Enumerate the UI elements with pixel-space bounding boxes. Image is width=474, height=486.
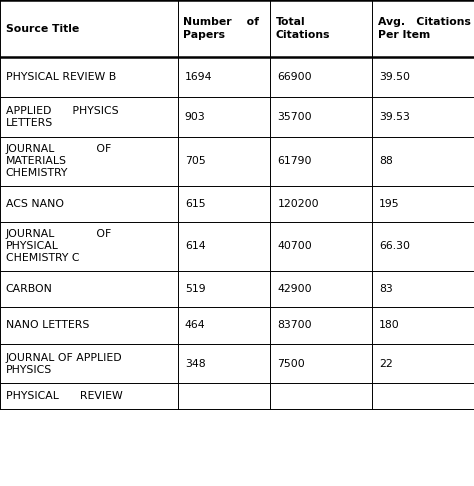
Text: 22: 22 (379, 359, 393, 368)
Text: 348: 348 (185, 359, 206, 368)
Text: ACS NANO: ACS NANO (6, 199, 64, 209)
Text: 40700: 40700 (277, 242, 312, 251)
Text: Total
Citations: Total Citations (276, 17, 330, 40)
Text: 42900: 42900 (277, 284, 312, 294)
Text: Source Title: Source Title (6, 24, 79, 34)
Text: Avg.   Citations
Per Item: Avg. Citations Per Item (378, 17, 471, 40)
Text: PHYSICAL REVIEW B: PHYSICAL REVIEW B (6, 72, 116, 82)
Text: APPLIED      PHYSICS
LETTERS: APPLIED PHYSICS LETTERS (6, 106, 118, 128)
Text: CARBON: CARBON (6, 284, 53, 294)
Text: 1694: 1694 (185, 72, 212, 82)
Text: JOURNAL            OF
PHYSICAL
CHEMISTRY C: JOURNAL OF PHYSICAL CHEMISTRY C (6, 229, 112, 263)
Text: JOURNAL OF APPLIED
PHYSICS: JOURNAL OF APPLIED PHYSICS (6, 352, 122, 375)
Text: 35700: 35700 (277, 112, 312, 122)
Text: 464: 464 (185, 320, 206, 330)
Text: 66900: 66900 (277, 72, 312, 82)
Text: 39.50: 39.50 (379, 72, 410, 82)
Text: 7500: 7500 (277, 359, 305, 368)
Text: Number    of
Papers: Number of Papers (183, 17, 259, 40)
Text: 83: 83 (379, 284, 393, 294)
Text: 615: 615 (185, 199, 206, 209)
Text: 61790: 61790 (277, 156, 312, 166)
Text: 120200: 120200 (277, 199, 319, 209)
Text: 519: 519 (185, 284, 206, 294)
Text: 903: 903 (185, 112, 206, 122)
Text: 39.53: 39.53 (379, 112, 410, 122)
Text: 705: 705 (185, 156, 206, 166)
Text: 614: 614 (185, 242, 206, 251)
Text: JOURNAL            OF
MATERIALS
CHEMISTRY: JOURNAL OF MATERIALS CHEMISTRY (6, 144, 112, 178)
Text: PHYSICAL      REVIEW: PHYSICAL REVIEW (6, 391, 122, 401)
Text: 66.30: 66.30 (379, 242, 410, 251)
Text: NANO LETTERS: NANO LETTERS (6, 320, 89, 330)
Text: 180: 180 (379, 320, 400, 330)
Text: 83700: 83700 (277, 320, 312, 330)
Text: 195: 195 (379, 199, 400, 209)
Text: 88: 88 (379, 156, 393, 166)
